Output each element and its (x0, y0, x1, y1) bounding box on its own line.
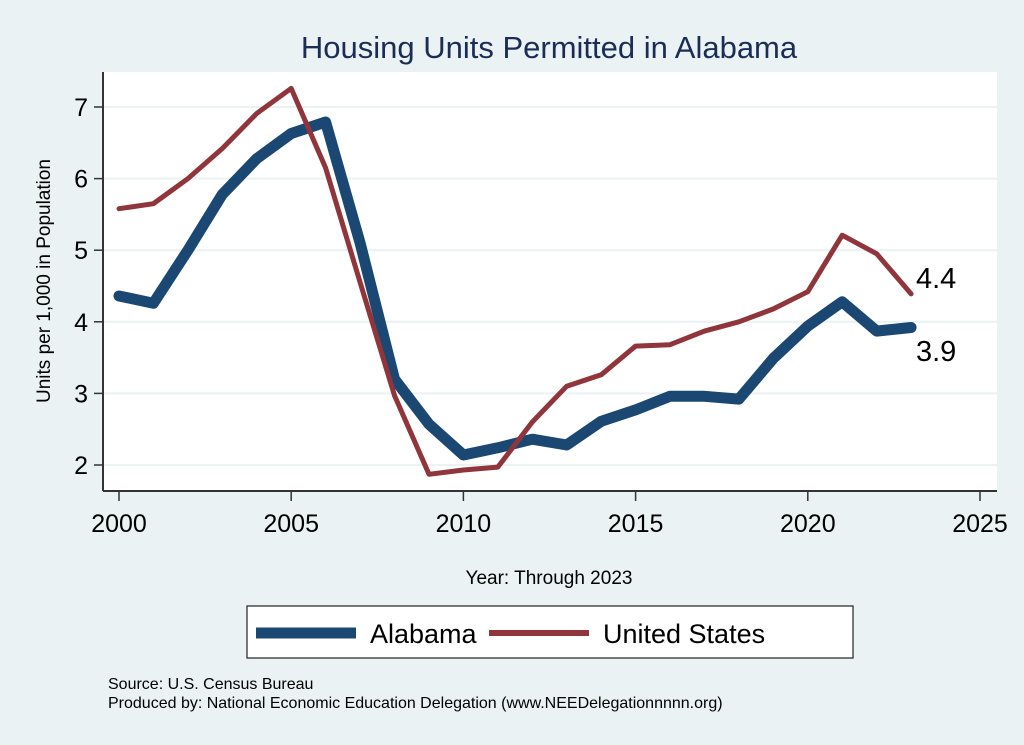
x-tick-label: 2010 (436, 510, 492, 538)
y-tick-label: 3 (74, 380, 88, 408)
x-tick-label: 2000 (91, 510, 147, 538)
end-label-alabama: 3.9 (916, 336, 956, 368)
source-note: Source: U.S. Census Bureau (108, 676, 313, 693)
plot-area (103, 72, 997, 491)
end-label-united-states: 4.4 (916, 263, 956, 295)
chart-title: Housing Units Permitted in Alabama (301, 30, 798, 65)
y-tick-label: 6 (74, 166, 88, 194)
y-axis-title: Units per 1,000 in Population (34, 159, 55, 403)
x-axis-title: Year: Through 2023 (466, 568, 633, 589)
legend: Alabama United States (246, 605, 854, 659)
legend-label-alabama: Alabama (370, 619, 478, 649)
series-lines (113, 85, 917, 477)
legend-label-united-states: United States (603, 619, 765, 649)
gridlines (104, 106, 997, 466)
y-tick-label: 4 (74, 309, 88, 337)
produced-by-note: Produced by: National Economic Education… (108, 695, 723, 712)
series-line-united-states (116, 85, 914, 477)
x-tick-label: 2025 (952, 510, 1008, 538)
x-tick-label: 2005 (263, 510, 319, 538)
y-tick-label: 2 (74, 452, 88, 480)
y-tick-label: 7 (74, 94, 88, 122)
x-tick-label: 2015 (608, 510, 664, 538)
y-ticks: 2 3 4 5 6 7 (74, 94, 103, 480)
x-ticks: 2000 2005 2010 2015 2020 2025 (91, 491, 1008, 538)
x-tick-label: 2020 (780, 510, 836, 538)
y-tick-label: 5 (74, 237, 88, 265)
